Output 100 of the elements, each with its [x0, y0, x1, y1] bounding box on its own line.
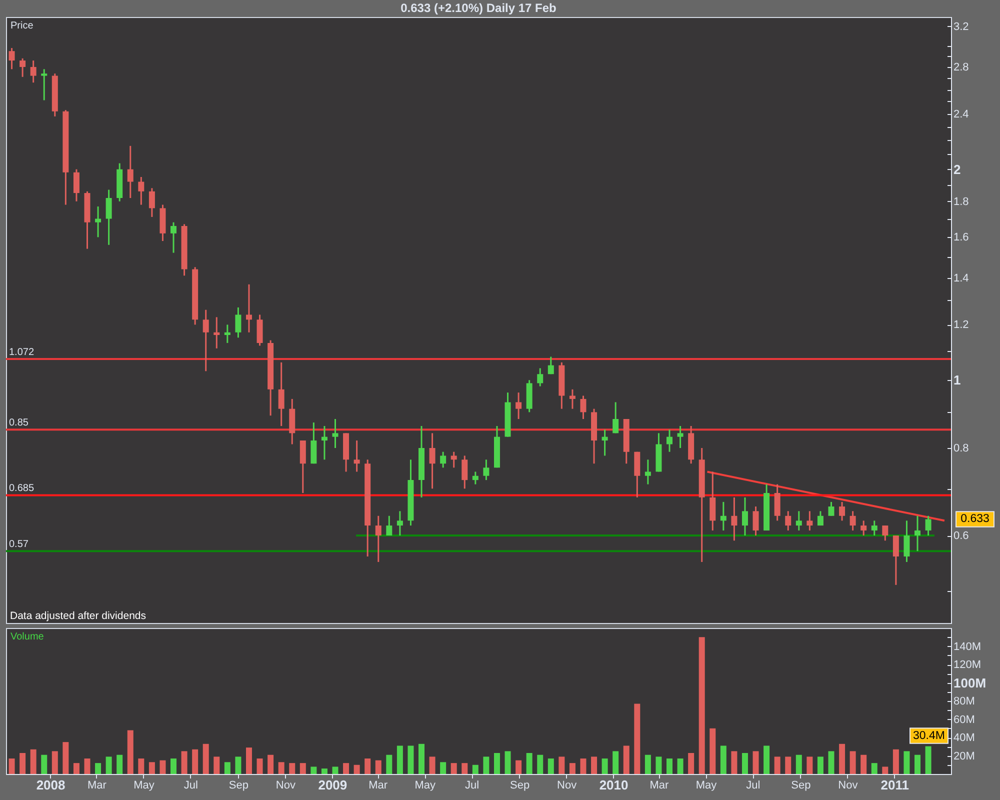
- x-tick-label: 2008: [36, 778, 66, 792]
- candlestick: [882, 524, 888, 542]
- y-tick-label: 140M: [954, 640, 982, 653]
- candlestick: [537, 367, 544, 388]
- bar: [440, 762, 446, 774]
- bar: [321, 768, 328, 774]
- bar: [774, 756, 780, 774]
- candlestick: [321, 425, 328, 460]
- bar: [537, 754, 544, 774]
- bar: [742, 753, 748, 774]
- bar: [300, 763, 306, 774]
- bar: [343, 763, 350, 774]
- bar: [548, 758, 554, 774]
- bar: [882, 766, 888, 774]
- candlestick: [127, 145, 134, 199]
- bar: [914, 754, 921, 774]
- bar: [160, 760, 166, 774]
- candlestick: [548, 356, 554, 375]
- bar: [580, 758, 586, 774]
- bar: [644, 754, 651, 774]
- bar: [839, 744, 846, 774]
- candlestick: [386, 515, 392, 536]
- bar: [925, 746, 932, 774]
- candlestick: [450, 451, 457, 468]
- bar: [41, 754, 48, 774]
- y-tick-label: 1.4: [954, 272, 969, 284]
- candlestick: [300, 440, 306, 494]
- bar: [214, 756, 220, 774]
- candlestick: [214, 316, 220, 350]
- bar: [817, 756, 824, 774]
- bar: [666, 758, 673, 774]
- bar: [828, 751, 834, 774]
- bar: [202, 744, 209, 774]
- bar: [289, 763, 296, 774]
- candlestick: [138, 176, 144, 206]
- candlestick: [483, 458, 490, 481]
- candlestick: [925, 515, 932, 536]
- x-tick-label: May: [134, 780, 155, 792]
- bar: [796, 754, 802, 774]
- bar: [20, 753, 26, 774]
- bar: [138, 758, 144, 774]
- bar: [483, 756, 490, 774]
- bar: [332, 766, 338, 774]
- bar: [246, 748, 252, 774]
- bar: [181, 751, 188, 774]
- candlestick: [20, 58, 26, 78]
- candlestick: [256, 314, 263, 346]
- bar: [8, 758, 15, 774]
- annotation: Data adjusted after dividends: [10, 610, 146, 622]
- y-tick-label: 2.4: [954, 108, 969, 120]
- x-tick-label: Nov: [276, 780, 296, 792]
- candlestick: [472, 470, 478, 486]
- candlestick: [95, 206, 102, 238]
- candlestick: [602, 428, 608, 456]
- candlestick: [429, 432, 436, 490]
- candlestick: [375, 515, 382, 563]
- bar: [106, 756, 112, 774]
- y-tick-label: 1.6: [954, 232, 969, 244]
- bar: [720, 746, 726, 774]
- candlestick: [224, 324, 230, 344]
- ref-line-label: 0.85: [9, 418, 29, 429]
- candlestick: [440, 451, 446, 468]
- candlestick: [871, 520, 878, 536]
- bar: [785, 756, 792, 774]
- bar: [623, 746, 630, 774]
- bar: [170, 758, 177, 774]
- bar: [569, 763, 576, 774]
- bar: [268, 754, 274, 774]
- bar: [526, 753, 532, 774]
- bar: [904, 751, 910, 774]
- y-tick-label: 60M: [954, 714, 975, 726]
- bar: [235, 756, 242, 774]
- candlestick: [742, 496, 748, 536]
- bar: [450, 763, 457, 774]
- x-tick-label: May: [696, 780, 718, 792]
- bar: [612, 751, 619, 774]
- candlestick: [170, 222, 177, 254]
- bar: [116, 754, 123, 774]
- bar: [602, 758, 608, 774]
- bar: [354, 764, 360, 774]
- candlestick: [73, 168, 80, 202]
- candlestick: [806, 510, 813, 532]
- candlestick: [774, 484, 780, 522]
- candlestick: [839, 501, 846, 522]
- bar: [192, 749, 198, 774]
- chart-title: 0.633 (+2.10%) Daily 17 Feb: [400, 1, 556, 15]
- candlestick: [148, 187, 155, 218]
- bar: [504, 751, 511, 774]
- candlestick: [310, 422, 317, 464]
- bar: [731, 751, 738, 774]
- ref-line-label: 0.57: [9, 539, 29, 550]
- candlestick: [106, 189, 112, 246]
- candlestick: [569, 388, 576, 410]
- x-tick-label: 2011: [880, 778, 909, 792]
- bar: [408, 746, 414, 774]
- bar: [472, 764, 478, 774]
- candlestick: [785, 510, 792, 532]
- y-tick-label: 1.2: [954, 319, 969, 332]
- y-tick-label: 20M: [954, 750, 975, 762]
- x-tick-label: Mar: [368, 780, 388, 792]
